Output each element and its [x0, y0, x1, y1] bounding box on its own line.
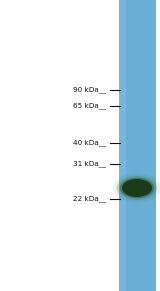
- Ellipse shape: [113, 174, 160, 203]
- Ellipse shape: [117, 176, 157, 200]
- Bar: [119, 0, 156, 291]
- Ellipse shape: [120, 178, 154, 198]
- Text: 65 kDa__: 65 kDa__: [73, 103, 106, 109]
- Text: 22 kDa__: 22 kDa__: [73, 196, 106, 202]
- Bar: [119, 0, 126, 291]
- Text: 31 kDa__: 31 kDa__: [73, 161, 106, 167]
- Ellipse shape: [122, 179, 152, 197]
- Text: 40 kDa__: 40 kDa__: [73, 140, 106, 146]
- Text: 90 kDa__: 90 kDa__: [73, 87, 106, 93]
